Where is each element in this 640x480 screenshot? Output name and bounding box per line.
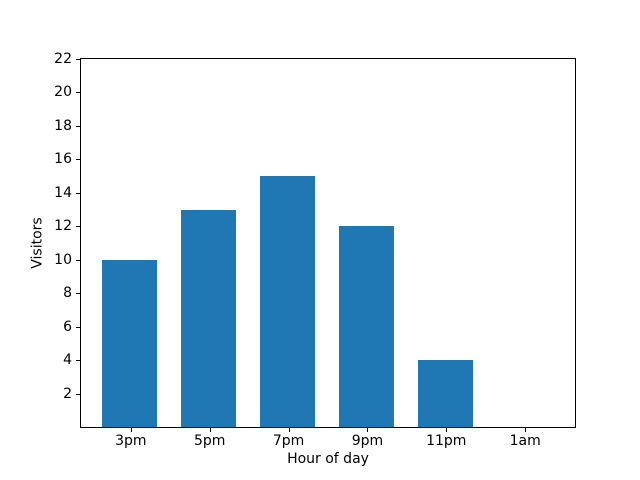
y-tick-label-22: 22 [54,51,72,67]
y-tick-mark [76,360,80,362]
x-tick-label-9pm: 9pm [351,433,384,449]
y-tick-label-12: 12 [54,218,72,235]
bar-9pm [338,226,394,427]
x-axis-label: Hour of day [287,451,369,467]
x-tick-label-1am: 1am [509,433,541,449]
y-tick-label-18: 18 [54,117,72,134]
y-tick-label-6: 6 [63,318,72,335]
y-tick-label-8: 8 [63,285,72,302]
x-tick-label-11pm: 11pm [426,433,467,449]
bar-3pm [102,259,158,427]
y-tick-mark [76,293,80,295]
y-tick-mark [76,125,80,127]
y-tick-mark [76,192,80,194]
y-tick-mark [76,259,80,261]
x-tick-mark [525,428,527,432]
x-tick-label-5pm: 5pm [193,433,226,449]
y-tick-label-10: 10 [54,251,72,268]
y-tick-label-2: 2 [63,385,72,402]
y-tick-mark [76,326,80,328]
x-tick-label-7pm: 7pm [272,433,305,449]
bar-7pm [260,176,316,427]
y-tick-label-14: 14 [54,184,72,201]
x-tick-mark [446,428,448,432]
y-tick-label-16: 16 [54,151,72,168]
bar-5pm [181,209,237,427]
plot-area [80,58,576,428]
x-tick-mark [367,428,369,432]
y-tick-label-4: 4 [63,352,72,369]
y-tick-mark [76,59,80,60]
x-tick-mark [130,428,132,432]
y-tick-mark [76,159,80,161]
x-tick-mark [288,428,290,432]
y-tick-mark [76,393,80,395]
x-tick-mark [209,428,211,432]
y-tick-mark [76,92,80,94]
bar-11pm [417,360,473,427]
x-tick-label-3pm: 3pm [115,433,147,449]
y-tick-mark [76,226,80,228]
y-tick-label-20: 20 [54,84,72,101]
